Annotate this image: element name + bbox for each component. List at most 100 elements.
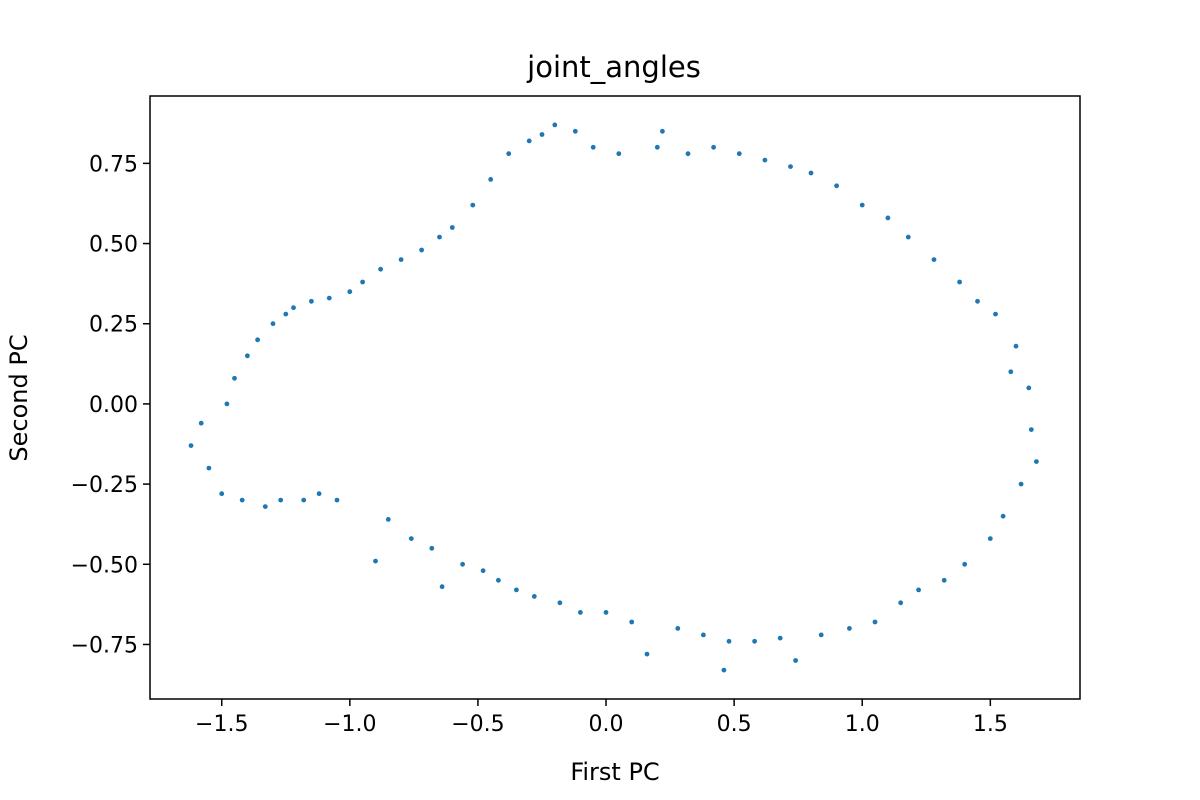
x-tick-label: 1.0 <box>845 712 880 737</box>
data-point <box>859 202 865 208</box>
data-point <box>378 266 383 272</box>
data-point <box>334 497 340 503</box>
y-tick-label: 0.75 <box>89 152 138 177</box>
data-point <box>629 619 635 625</box>
data-point <box>675 626 681 631</box>
data-point <box>385 517 391 522</box>
data-point <box>847 626 852 631</box>
data-point <box>398 257 404 262</box>
data-point <box>539 132 545 137</box>
data-point <box>1000 513 1006 519</box>
data-point <box>526 138 532 144</box>
y-tick-label: 0.50 <box>89 233 138 258</box>
x-tick-label: 0.5 <box>717 712 752 737</box>
data-point <box>219 491 225 497</box>
data-point <box>711 144 716 150</box>
data-point <box>437 234 442 240</box>
x-tick-label: 1.5 <box>973 712 1008 737</box>
data-point <box>262 504 268 509</box>
data-point <box>278 497 284 503</box>
data-point <box>818 632 824 638</box>
y-tick-label: 0.00 <box>89 393 138 418</box>
data-point <box>245 353 250 359</box>
data-point <box>232 375 237 381</box>
y-tick-label: −0.25 <box>71 473 138 498</box>
data-point <box>660 128 665 134</box>
data-point <box>962 561 968 567</box>
data-point <box>590 144 596 150</box>
data-point <box>255 337 260 343</box>
x-axis-ticks: −1.5 −1.0 −0.5 0.0 0.5 1.0 1.5 <box>195 699 1008 737</box>
data-point <box>885 215 891 221</box>
x-tick-label: 0.0 <box>589 712 624 737</box>
data-point <box>726 638 732 644</box>
y-axis-ticks: −0.75 −0.50 −0.25 0.00 0.25 0.50 0.75 <box>71 152 150 658</box>
y-tick-label: 0.25 <box>89 313 138 338</box>
data-point <box>506 151 512 157</box>
data-point <box>993 311 998 317</box>
data-point <box>1034 459 1039 464</box>
data-point <box>788 164 793 170</box>
data-point <box>1028 427 1034 432</box>
y-axis-label: Second PC <box>5 334 33 461</box>
data-point <box>941 577 947 583</box>
data-point <box>326 295 332 301</box>
data-point <box>916 587 921 593</box>
y-tick-label: −0.75 <box>71 633 138 658</box>
data-point <box>872 619 878 625</box>
x-axis-label: First PC <box>570 758 659 786</box>
data-point <box>439 584 445 590</box>
data-point <box>429 545 435 551</box>
data-point <box>701 632 706 638</box>
x-tick-label: −0.5 <box>451 712 504 737</box>
data-point <box>762 157 768 163</box>
data-point <box>808 170 814 176</box>
data-point <box>449 225 455 230</box>
data-point <box>206 465 212 471</box>
data-point <box>301 497 307 503</box>
data-point <box>572 128 578 134</box>
data-point <box>616 151 622 157</box>
data-point <box>752 638 757 644</box>
data-point <box>721 667 727 673</box>
data-point <box>987 536 993 541</box>
x-tick-label: −1.5 <box>195 712 248 737</box>
data-point <box>531 594 537 599</box>
data-point <box>1026 385 1032 391</box>
data-point <box>373 558 378 564</box>
data-point <box>408 536 414 541</box>
data-point <box>957 279 962 285</box>
data-point <box>360 279 365 285</box>
data-point <box>470 202 476 208</box>
data-point <box>480 568 486 574</box>
data-point <box>224 401 230 407</box>
data-point <box>291 305 296 311</box>
data-point <box>834 183 839 189</box>
data-point <box>931 257 937 262</box>
data-point <box>460 561 465 567</box>
data-point <box>347 289 353 295</box>
data-point <box>654 144 660 150</box>
data-point <box>514 587 519 593</box>
data-point <box>736 151 742 157</box>
data-point <box>1008 369 1014 375</box>
data-point <box>188 443 194 448</box>
data-point <box>309 298 314 304</box>
x-tick-label: −1.0 <box>323 712 376 737</box>
data-point <box>419 247 424 253</box>
data-point <box>793 658 798 663</box>
data-point <box>488 177 494 182</box>
data-point <box>777 635 783 641</box>
data-point <box>685 151 691 157</box>
data-point <box>283 311 289 317</box>
y-tick-label: −0.50 <box>71 553 138 578</box>
data-point <box>905 234 911 240</box>
data-point <box>316 491 322 497</box>
data-point <box>239 497 245 503</box>
data-points <box>188 122 1039 673</box>
plot-frame <box>149 95 1081 700</box>
data-point <box>1013 343 1019 349</box>
data-point <box>644 651 650 657</box>
